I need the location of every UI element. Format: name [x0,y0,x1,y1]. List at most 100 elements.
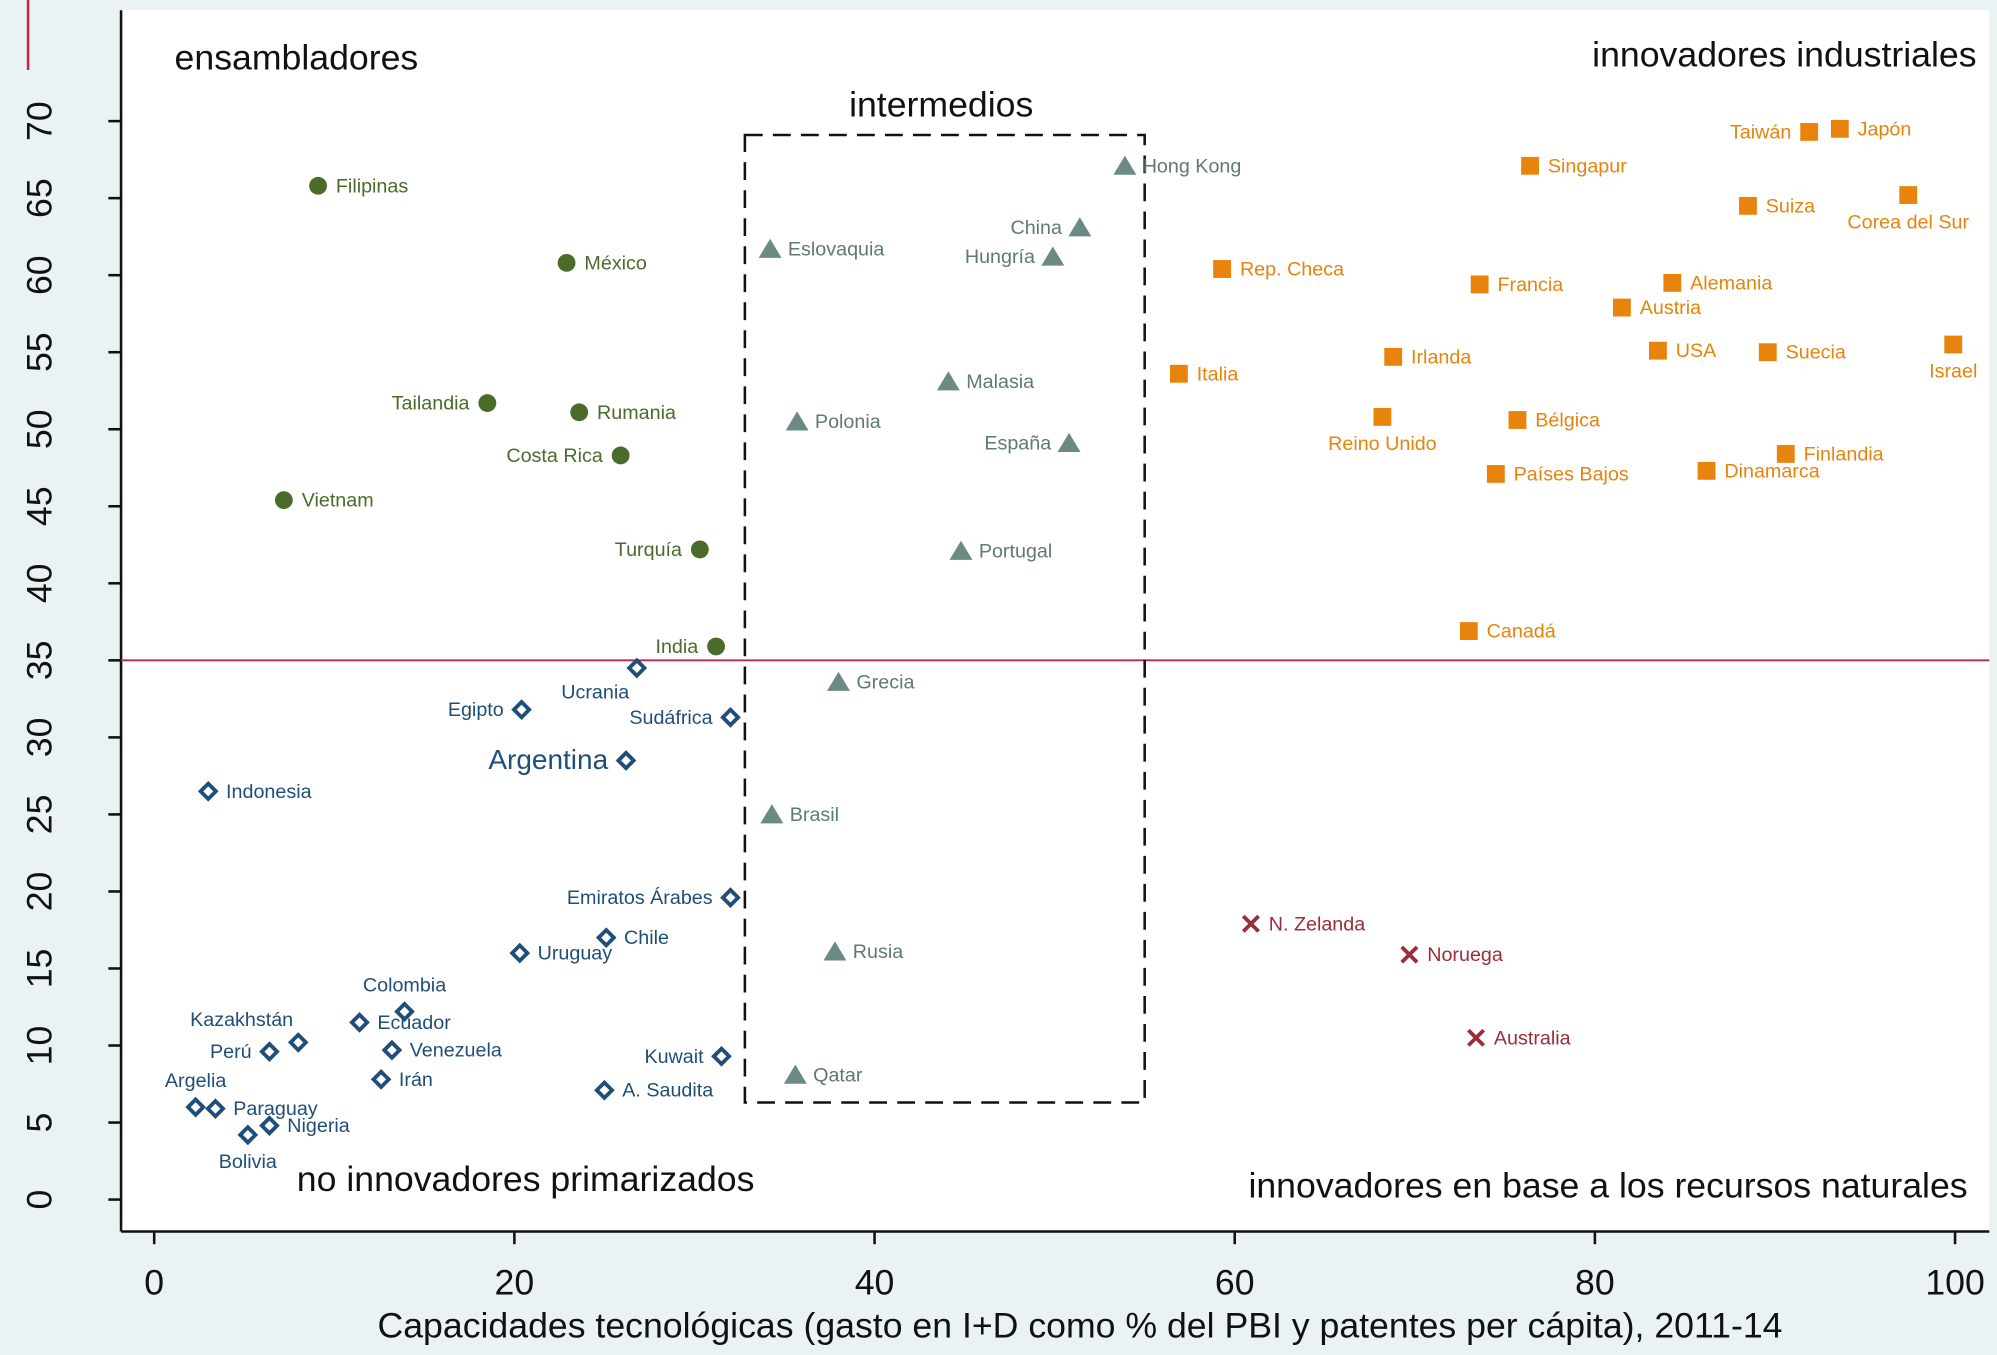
point-label: Venezuela [410,1040,502,1062]
y-tick-label: 40 [20,563,60,603]
point [570,403,589,422]
point [509,942,531,964]
point [1470,275,1489,294]
point [1758,343,1777,362]
point [760,804,784,824]
point [1697,461,1716,480]
x-tick-label: 60 [1215,1262,1255,1302]
point [1649,341,1667,360]
y-tick-label: 10 [20,1026,60,1066]
point-label: Canadá [1487,621,1556,643]
point [823,941,847,961]
point-label: Nigeria [287,1115,350,1137]
point-label: Bélgica [1535,409,1600,431]
point [758,238,782,258]
point [1486,465,1505,483]
point-label: Irán [399,1069,433,1091]
point [785,411,809,431]
point-label: A. Saudita [622,1080,713,1102]
point-label: Grecia [856,671,914,693]
point [711,1045,732,1067]
point [720,887,741,908]
point-label: Turquía [615,539,682,561]
point [185,1096,206,1118]
point-label: Australia [1494,1027,1571,1049]
y-tick-label: 20 [20,872,60,912]
point [720,707,741,728]
quadrant-label: no innovadores primarizados [297,1159,755,1199]
point-label: Italia [1197,363,1239,385]
point [259,1041,280,1063]
point [1113,155,1137,175]
point-label: Francia [1497,274,1563,296]
point [615,750,637,771]
point [1459,622,1478,640]
point [511,699,532,720]
point [827,671,850,691]
point [394,1001,415,1022]
point-label: Uruguay [538,943,613,965]
point-label: Indonesia [226,781,312,803]
x-tick-label: 0 [144,1262,164,1302]
point [557,253,576,272]
point-label: Finlandia [1804,443,1884,465]
point-label: Reino Unido [1328,433,1437,455]
point-label: Malasia [966,371,1034,393]
point-label: Argelia [165,1070,226,1092]
point-label: Rumania [597,402,676,424]
y-tick-label: 35 [20,641,60,681]
point [1400,945,1419,964]
y-tick-label: 25 [20,795,60,835]
point [1373,408,1392,426]
x-tick-label: 80 [1575,1262,1615,1302]
point-label: Chile [624,927,669,949]
y-tick-label: 50 [20,409,60,449]
point-label: Suiza [1766,195,1815,217]
point [349,1012,370,1033]
point-label: Colombia [363,974,446,996]
point-label: USA [1676,340,1717,362]
point-label: Ucrania [561,682,629,704]
quadrant-label: innovadores industriales [1592,35,1976,75]
y-tick-label: 65 [20,178,60,218]
x-axis-title: Capacidades tecnológicas (gasto en I+D c… [377,1306,1782,1346]
point-label: Brasil [790,804,839,826]
point [1169,364,1188,383]
y-tick-label: 5 [20,1113,60,1133]
plot-area [121,10,1990,1232]
y-tick-label: 45 [20,486,60,526]
point-label: España [984,433,1051,455]
point-label: Hong Kong [1143,155,1242,177]
point-label: Paraguay [233,1098,318,1120]
point [1384,347,1403,366]
point-label: Eslovaquia [788,238,884,260]
x-tick-label: 20 [495,1262,535,1302]
y-tick-label: 55 [20,332,60,372]
point-label: Taiwán [1730,121,1791,143]
point [1521,156,1539,175]
point [197,780,219,802]
point-label: Sudáfrica [629,707,712,729]
point [949,540,973,560]
quadrant-label: ensambladores [175,37,419,77]
point [205,1098,226,1120]
point-label: Países Bajos [1514,463,1629,485]
y-tick-label: 0 [20,1190,60,1210]
x-tick-label: 40 [855,1262,895,1302]
point [1800,122,1819,141]
point [309,176,327,195]
point-label: Bolivia [219,1151,277,1173]
quadrant-label: innovadores en base a los recursos natur… [1248,1166,1967,1206]
point-label: Singapur [1548,155,1627,177]
point-label: Israel [1929,361,1977,383]
point [1041,246,1065,266]
point-label: Tailandia [392,393,470,415]
point-label: Emiratos Árabes [567,886,713,909]
point-label: Vietnam [302,490,374,512]
point [626,657,648,679]
point [1663,273,1682,292]
point [1467,1028,1486,1047]
point [595,927,617,949]
